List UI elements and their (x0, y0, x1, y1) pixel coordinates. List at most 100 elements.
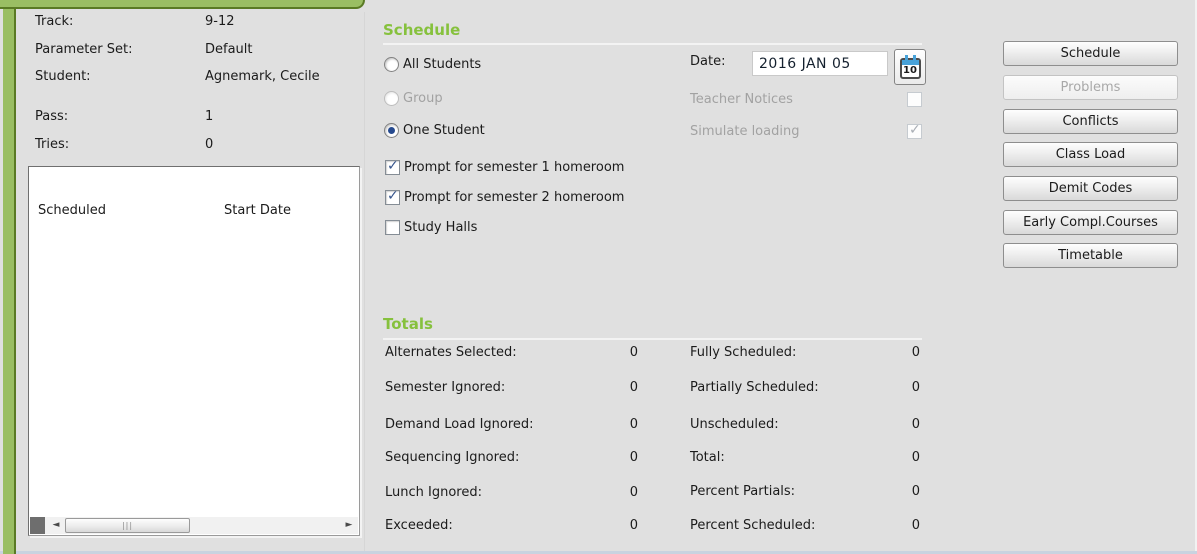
checkbox-label: Study Halls (404, 220, 478, 235)
radio-label: Group (403, 91, 443, 106)
checkbox-label: Prompt for semester 1 homeroom (404, 160, 625, 175)
early-compl-courses-button[interactable]: Early Compl.Courses (1003, 210, 1178, 235)
total-label: Alternates Selected: (385, 345, 517, 360)
calendar-band (901, 60, 919, 65)
info-row-tries: Tries: 0 (35, 137, 360, 152)
totals-section-title: Totals (383, 315, 433, 333)
timetable-button[interactable]: Timetable (1003, 243, 1178, 268)
field-label: Parameter Set: (35, 42, 133, 57)
info-row-parameter-set: Parameter Set: Default (35, 42, 360, 57)
totals-row: Alternates Selected: 0 (385, 345, 638, 360)
total-value: 0 (911, 484, 920, 499)
total-label: Unscheduled: (690, 417, 779, 432)
field-value: 1 (205, 109, 214, 124)
total-value: 0 (629, 518, 638, 533)
total-label: Total: (690, 450, 725, 465)
total-label: Semester Ignored: (385, 380, 506, 395)
total-value: 0 (629, 485, 638, 500)
field-label: Track: (35, 14, 74, 29)
calendar-button[interactable]: 10 (894, 49, 926, 85)
scrollbar-track[interactable] (190, 517, 340, 534)
option-label: Simulate loading (690, 124, 800, 139)
totals-row: Unscheduled: 0 (690, 417, 920, 432)
info-row-student: Student: Agnemark, Cecile (35, 69, 360, 84)
teacher-notices-checkbox (907, 92, 922, 107)
date-input[interactable] (752, 51, 888, 76)
scrollbar-grip-icon: ||| (121, 520, 134, 530)
scrollbar-thumb[interactable]: ||| (65, 518, 190, 533)
total-label: Partially Scheduled: (690, 380, 819, 395)
all-students-radio[interactable] (384, 57, 399, 72)
option-row-simulate-loading: Simulate loading (690, 122, 922, 139)
scroll-right-button[interactable]: ► (340, 517, 358, 534)
option-row-teacher-notices: Teacher Notices (690, 92, 922, 107)
totals-row: Percent Partials: 0 (690, 484, 920, 499)
total-value: 0 (629, 417, 638, 432)
problems-button: Problems (1003, 75, 1178, 100)
total-value: 0 (911, 518, 920, 533)
scroll-right-icon: ► (345, 520, 353, 530)
column-header-start-date: Start Date (224, 203, 291, 218)
total-label: Demand Load Ignored: (385, 417, 534, 432)
radio-row-all-students: All Students (384, 57, 481, 72)
scrollbar-corner (30, 517, 45, 534)
class-load-button[interactable]: Class Load (1003, 142, 1178, 167)
study-halls-checkbox[interactable] (385, 220, 400, 235)
calendar-peg (904, 55, 908, 60)
scheduled-list[interactable]: Scheduled Start Date ◄ ||| ► (28, 166, 360, 536)
semester1-homeroom-checkbox[interactable] (385, 158, 400, 175)
panel-accent-topbar (0, 0, 365, 9)
total-value: 0 (911, 450, 920, 465)
schedule-button[interactable]: Schedule (1003, 41, 1178, 66)
total-value: 0 (911, 345, 920, 360)
date-label: Date: (690, 54, 726, 69)
demit-codes-button[interactable]: Demit Codes (1003, 176, 1178, 201)
option-label: Teacher Notices (690, 92, 793, 107)
checkbox-row-semester2: Prompt for semester 2 homeroom (385, 188, 624, 205)
totals-row: Percent Scheduled: 0 (690, 518, 920, 533)
column-header-scheduled: Scheduled (38, 203, 106, 218)
total-label: Exceeded: (385, 518, 453, 533)
conflicts-button[interactable]: Conflicts (1003, 109, 1178, 134)
total-label: Percent Scheduled: (690, 518, 816, 533)
total-value: 0 (629, 450, 638, 465)
schedule-section-divider (383, 43, 922, 45)
checkbox-row-study-halls: Study Halls (385, 220, 477, 235)
radio-row-group: Group (384, 91, 443, 106)
totals-row: Sequencing Ignored: 0 (385, 450, 638, 465)
schedule-section-title: Schedule (383, 21, 461, 39)
info-row-pass: Pass: 1 (35, 109, 360, 124)
totals-row: Partially Scheduled: 0 (690, 380, 920, 395)
field-label: Tries: (35, 137, 70, 152)
horizontal-scrollbar[interactable]: ◄ ||| ► (30, 517, 358, 534)
field-label: Student: (35, 69, 91, 84)
radio-label: One Student (403, 123, 485, 138)
total-value: 0 (629, 345, 638, 360)
group-radio (384, 91, 399, 106)
checkbox-row-semester1: Prompt for semester 1 homeroom (385, 158, 625, 175)
scroll-left-button[interactable]: ◄ (47, 517, 65, 534)
totals-row: Fully Scheduled: 0 (690, 345, 920, 360)
field-label: Pass: (35, 109, 69, 124)
total-label: Sequencing Ignored: (385, 450, 520, 465)
calendar-icon: 10 (899, 55, 921, 79)
total-value: 0 (629, 380, 638, 395)
radio-row-one-student: One Student (384, 123, 485, 138)
calendar-peg (912, 55, 916, 60)
radio-label: All Students (403, 57, 482, 72)
total-label: Percent Partials: (690, 484, 796, 499)
totals-row: Demand Load Ignored: 0 (385, 417, 638, 432)
total-label: Lunch Ignored: (385, 485, 482, 500)
totals-row: Total: 0 (690, 450, 920, 465)
window-right-edge (1195, 0, 1197, 554)
info-row-track: Track: 9-12 (35, 14, 360, 29)
field-value: Default (205, 42, 253, 57)
panel-divider (364, 12, 365, 554)
one-student-radio[interactable] (384, 123, 399, 138)
calendar-day: 10 (903, 65, 917, 76)
totals-section-divider (383, 338, 922, 340)
totals-row: Semester Ignored: 0 (385, 380, 638, 395)
semester2-homeroom-checkbox[interactable] (385, 188, 400, 205)
scroll-left-icon: ◄ (52, 520, 60, 530)
totals-row: Exceeded: 0 (385, 518, 638, 533)
